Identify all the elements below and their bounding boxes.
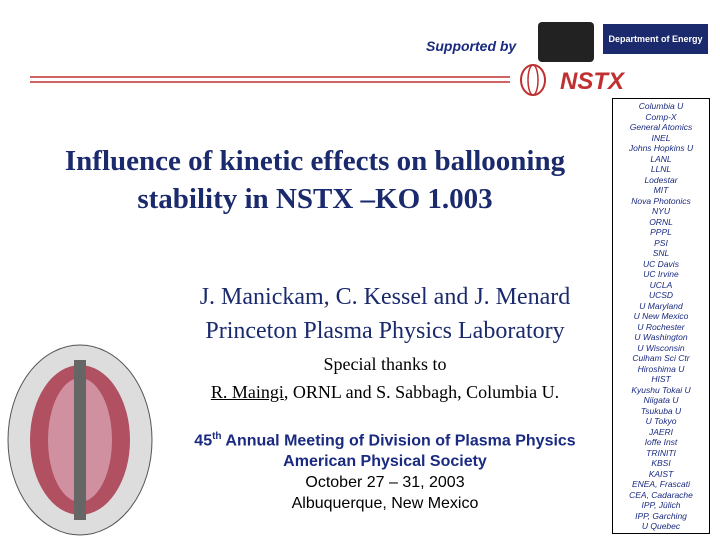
institution: IPP, Garching <box>635 510 687 521</box>
title-line: stability in NSTX –KO 1.003 <box>137 183 493 215</box>
meeting-line: October 27 – 31, 2003 <box>305 474 465 492</box>
institution: LLNL <box>650 164 672 174</box>
institution: Nova Photonics <box>631 195 691 206</box>
thanks-line: R. Maingi, ORNL and S. Sabbagh, Columbia… <box>160 378 610 406</box>
title-line: Influence of kinetic effects on ballooni… <box>64 145 566 177</box>
institution: Lodestar <box>644 174 678 185</box>
institution: PSI <box>654 237 668 248</box>
institutions: Columbia U Comp-X General Atomics INEL Johns… <box>612 98 710 534</box>
institution: JAERI <box>648 426 674 437</box>
meeting-line: Albuquerque, New Mexico <box>291 495 479 513</box>
institution: SNL <box>652 248 670 258</box>
affiliation: Princeton Plasma Physics Laboratory <box>205 318 565 344</box>
institution: LANL <box>650 153 672 164</box>
institution: UCLA <box>649 279 673 290</box>
institution: KAIST <box>648 468 674 479</box>
meeting-title: Annual Meeting of Division of Plasma Phy… <box>225 432 576 450</box>
logo-nstx: NSTX <box>560 68 625 95</box>
institution: Kyushu Tokai U <box>631 384 691 395</box>
supported-by: Supported by <box>426 38 517 54</box>
institution: U Washington <box>634 332 688 342</box>
institution: Hiroshima U <box>637 363 685 374</box>
institution: Niigata U <box>643 395 679 405</box>
institution: UC Davis <box>643 258 679 269</box>
author-line: J. Manickam, C. Kessel and J. Menard <box>199 284 571 310</box>
institution: U New Mexico <box>633 311 689 321</box>
institution: U Quebec <box>641 521 681 531</box>
institution: KBSI <box>651 458 671 468</box>
institution: TRINITI <box>646 447 676 458</box>
institution: U Maryland <box>639 300 683 311</box>
institution: MIT <box>653 185 669 195</box>
meeting-ordinal: th <box>212 431 222 442</box>
logo-office <box>538 22 594 62</box>
thanks-intro: Special thanks to <box>323 354 447 374</box>
title: Influence of kinetic effects on ballooni… <box>20 142 610 218</box>
institution: HIST <box>651 374 671 384</box>
institution: U Tokyo <box>645 416 677 426</box>
institution: ENEA, Frascati <box>631 479 691 489</box>
institution: U Wisconsin <box>637 342 685 353</box>
meeting: 45th Annual Meeting of Division of Plasm… <box>160 426 610 514</box>
institution: INEL <box>651 132 671 143</box>
institution: IPP, Jülich <box>641 500 681 510</box>
institution: U Rochester <box>637 321 685 332</box>
institution: Columbia U <box>638 101 684 111</box>
institution: Culham Sci Ctr <box>632 353 690 363</box>
meeting-number: 45 <box>194 432 213 450</box>
institution: PPPL <box>650 227 672 237</box>
thanks-rest: , ORNL and S. Sabbagh, Columbia U. <box>283 382 560 402</box>
institution: General Atomics <box>629 122 693 132</box>
institution: CEA, Cadarache <box>629 489 693 500</box>
institution: Comp-X <box>645 111 677 122</box>
thanks: Special thanks to R. Maingi, ORNL and S.… <box>160 350 610 406</box>
meeting-name: 45th Annual Meeting of Division of Plasm… <box>160 426 610 451</box>
institution: NYU <box>652 206 670 216</box>
institution: Tsukuba U <box>640 405 682 416</box>
institution: UC Irvine <box>643 269 679 279</box>
institution: UCSD <box>648 290 674 300</box>
logo-doe: Department of Energy <box>603 24 708 54</box>
institution: Ioffe Inst <box>644 437 678 447</box>
authors: J. Manickam, C. Kessel and J. Menard Pri… <box>160 280 610 348</box>
meeting-line: American Physical Society <box>283 453 487 471</box>
torus <box>7 344 153 536</box>
institution: Johns Hopkins U <box>628 143 694 153</box>
thanks-name: R. Maingi <box>210 382 284 402</box>
institution: ORNL <box>649 216 673 227</box>
